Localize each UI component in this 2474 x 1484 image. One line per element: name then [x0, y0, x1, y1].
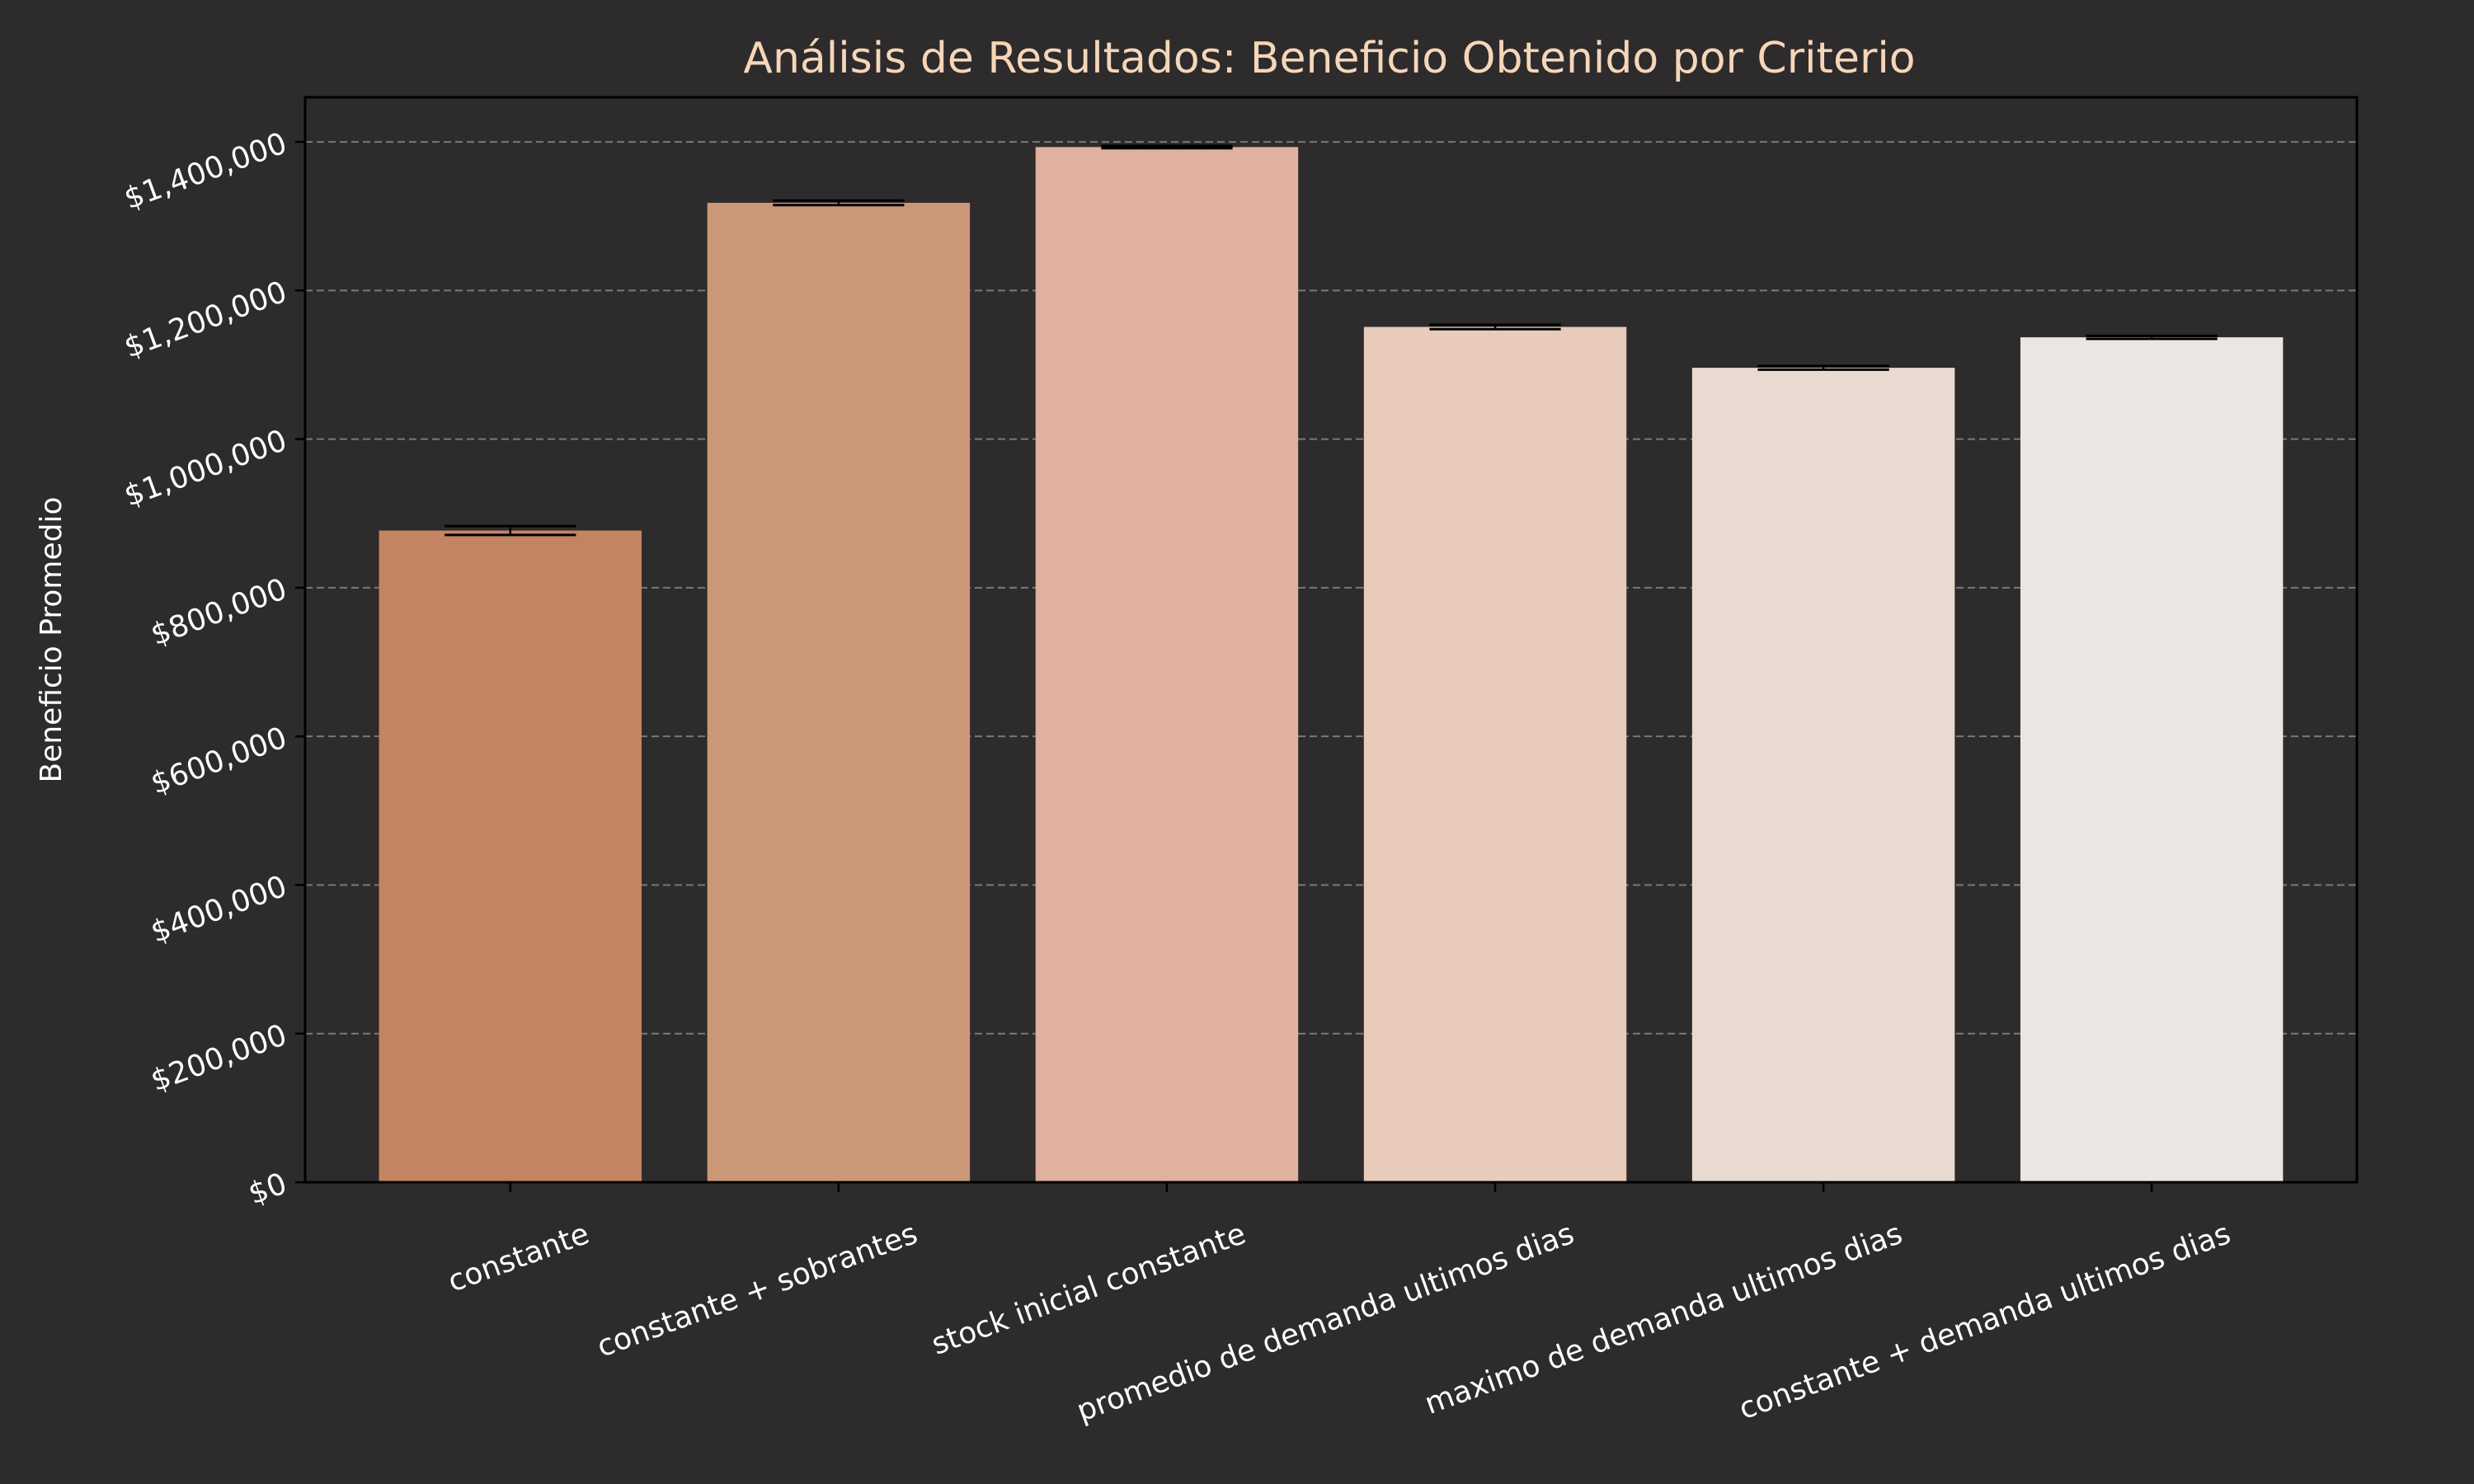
error-bars: [444, 144, 2218, 537]
bar: [2020, 337, 2284, 1182]
x-tick-label: constante: [444, 1217, 594, 1299]
bar: [707, 202, 971, 1183]
y-tick-label: $1,400,000: [120, 126, 291, 216]
x-tick-label: constante + sobrantes: [593, 1217, 922, 1364]
plot-frame: [303, 96, 2359, 1184]
bar: [1691, 368, 1955, 1182]
y-tick-label: $0: [244, 1167, 291, 1211]
y-tick-label: $1,000,000: [120, 424, 291, 514]
y-tick-label: $400,000: [147, 870, 291, 950]
y-tick-label: $600,000: [147, 721, 291, 801]
y-axis-label: Beneficio Promedio: [35, 497, 68, 783]
bar: [1363, 326, 1627, 1182]
x-tick-label: promedio de demanda ultimos dias: [1072, 1217, 1578, 1429]
y-tick-label: $200,000: [147, 1018, 291, 1098]
y-tick-label: $800,000: [147, 572, 291, 652]
chart-title: Análisis de Resultados: Beneficio Obteni…: [743, 34, 1915, 83]
x-tick-label: stock inicial constante: [927, 1217, 1250, 1362]
y-tick-label: $1,200,000: [120, 275, 291, 365]
bar: [379, 530, 642, 1182]
bars: [379, 147, 2284, 1183]
y-axis-ticks: $0 $200,000 $400,000 $600,000 $800,000 $1,000…: [120, 126, 305, 1211]
gridlines: [305, 141, 2357, 1035]
bar: [1035, 147, 1299, 1182]
